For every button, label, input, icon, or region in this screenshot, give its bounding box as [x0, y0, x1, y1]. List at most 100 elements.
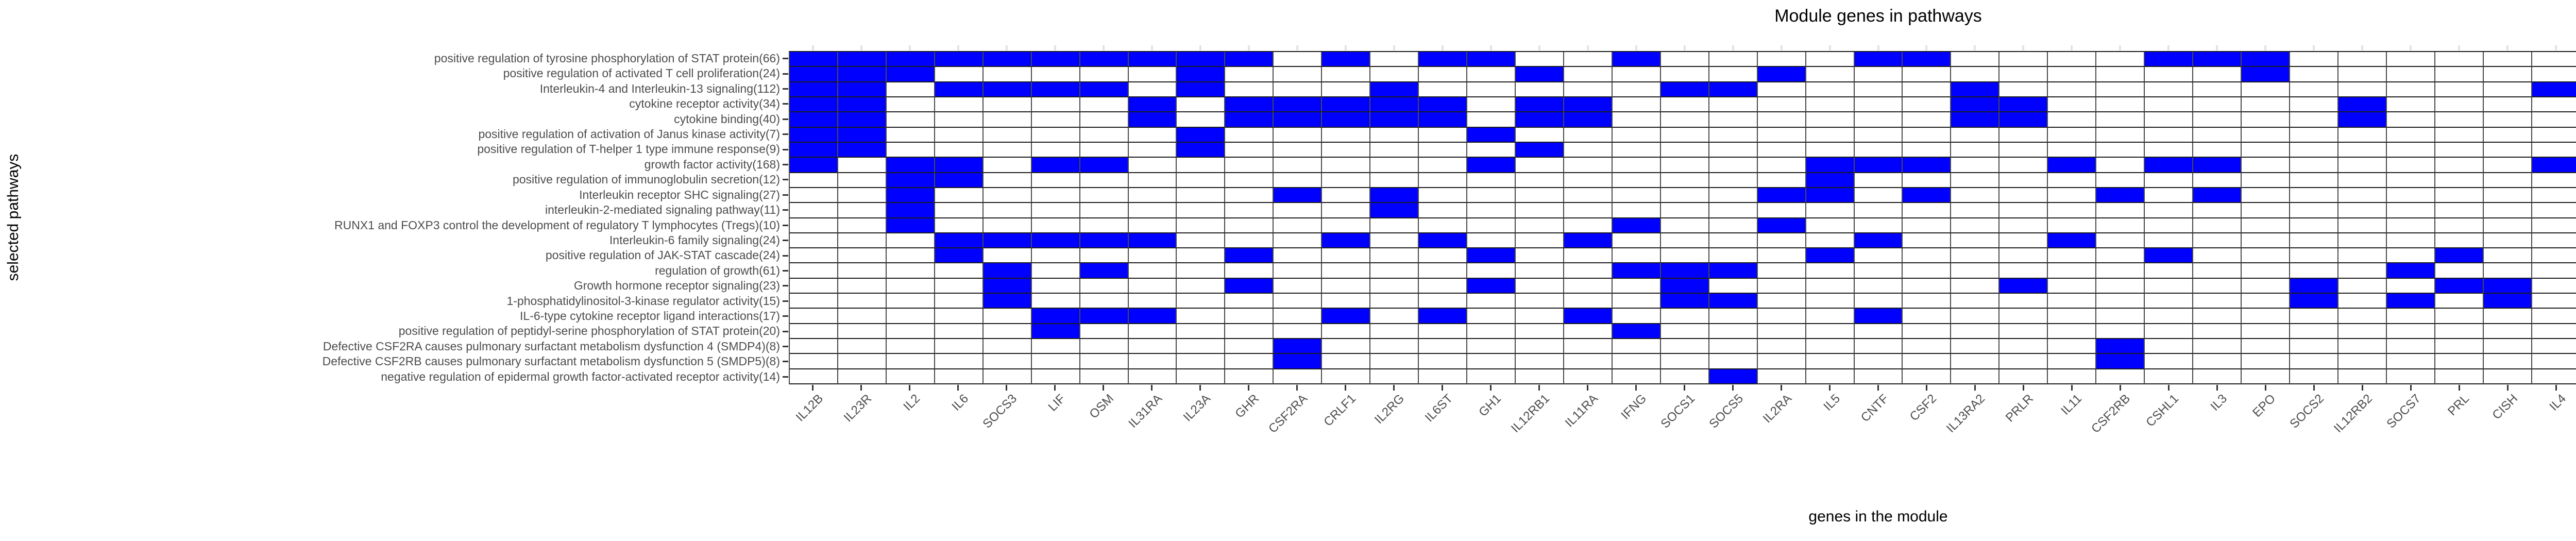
- heatmap-cell: [2532, 339, 2576, 354]
- heatmap-cell: [1564, 158, 1613, 173]
- heatmap-cell: [2338, 67, 2387, 82]
- top-tick: [957, 45, 959, 50]
- heatmap-cell: [2483, 309, 2532, 324]
- x-tick: [1538, 385, 1540, 391]
- heatmap-cell: [1274, 142, 1323, 158]
- heatmap-cell: [1516, 309, 1564, 324]
- heatmap-cell: [1370, 309, 1419, 324]
- heatmap-cell: [2338, 112, 2387, 128]
- heatmap-cell: [1612, 158, 1661, 173]
- heatmap-cell: [1080, 339, 1129, 354]
- heatmap-cell: [935, 324, 984, 340]
- heatmap-cell: [1999, 309, 2048, 324]
- heatmap-cell: [2290, 339, 2338, 354]
- heatmap-cell: [1660, 218, 1709, 233]
- heatmap-cell: [935, 278, 984, 294]
- heatmap-cell: [2193, 354, 2242, 369]
- heatmap-cell: [1903, 173, 1952, 188]
- heatmap-cell: [1031, 203, 1080, 218]
- heatmap-cell: [2193, 67, 2242, 82]
- heatmap-cell: [2145, 158, 2194, 173]
- heatmap-cell: [2193, 97, 2242, 113]
- heatmap-cell: [1903, 278, 1952, 294]
- heatmap-cell: [2532, 354, 2576, 369]
- heatmap-cell: [1709, 278, 1758, 294]
- heatmap-cell: [1080, 67, 1129, 82]
- heatmap-cell: [2145, 278, 2194, 294]
- heatmap-cell: [1177, 127, 1226, 143]
- heatmap-cell: [1806, 263, 1855, 279]
- heatmap-cell: [1903, 158, 1952, 173]
- heatmap-cell: [1854, 173, 1903, 188]
- heatmap-cell: [1564, 142, 1613, 158]
- heatmap-cell: [1806, 52, 1855, 67]
- heatmap-cell: [1564, 52, 1613, 67]
- heatmap-cell: [2048, 339, 2097, 354]
- heatmap-cell: [2145, 173, 2194, 188]
- heatmap-cell: [2290, 52, 2338, 67]
- heatmap-cell: [1274, 203, 1323, 218]
- heatmap-cell: [1806, 67, 1855, 82]
- heatmap-cell: [2483, 158, 2532, 173]
- heatmap-cell: [1709, 173, 1758, 188]
- top-tick: [1877, 45, 1879, 50]
- heatmap-cell: [2532, 309, 2576, 324]
- heatmap-cell: [1419, 278, 1468, 294]
- top-tick: [1296, 45, 1298, 50]
- heatmap-cell: [1225, 112, 1274, 128]
- heatmap-cell: [1322, 52, 1371, 67]
- heatmap-cell: [1322, 67, 1371, 82]
- heatmap-cell: [1516, 233, 1564, 249]
- heatmap-cell: [1757, 52, 1806, 67]
- top-tick: [1005, 45, 1008, 50]
- heatmap-cell: [2290, 97, 2338, 113]
- heatmap-cell: [1177, 142, 1226, 158]
- heatmap-cell: [886, 52, 935, 67]
- x-tick: [1925, 385, 1927, 391]
- heatmap-cell: [1806, 82, 1855, 97]
- top-tick: [2313, 45, 2315, 50]
- heatmap-cell: [1177, 248, 1226, 264]
- heatmap-cell: [1080, 97, 1129, 113]
- top-tick: [1247, 45, 1250, 50]
- heatmap-cell: [983, 112, 1032, 128]
- heatmap-cell: [1031, 127, 1080, 143]
- heatmap-cell: [1612, 97, 1661, 113]
- heatmap-cell: [1757, 67, 1806, 82]
- heatmap-cell: [1128, 294, 1177, 309]
- heatmap-cell: [1709, 218, 1758, 233]
- heatmap-cell: [2435, 127, 2484, 143]
- heatmap-cell: [2386, 233, 2435, 249]
- heatmap-cell: [935, 67, 984, 82]
- heatmap-cell: [2145, 218, 2194, 233]
- heatmap-cell: [1467, 218, 1516, 233]
- heatmap-cell: [1516, 188, 1564, 204]
- heatmap-cell: [2290, 67, 2338, 82]
- heatmap-cell: [1951, 218, 2000, 233]
- chart-title: Module genes in pathways: [1774, 6, 1982, 26]
- heatmap-cell: [790, 278, 838, 294]
- heatmap-cell: [1564, 112, 1613, 128]
- heatmap-cell: [1564, 173, 1613, 188]
- heatmap-cell: [1660, 82, 1709, 97]
- heatmap-cell: [1031, 369, 1080, 384]
- heatmap-cell: [1322, 158, 1371, 173]
- x-tick: [1732, 385, 1734, 391]
- heatmap-cell: [1516, 112, 1564, 128]
- heatmap-cell: [2193, 248, 2242, 264]
- x-tick: [1296, 385, 1298, 391]
- y-tick: [783, 133, 788, 136]
- heatmap-cell: [1031, 158, 1080, 173]
- heatmap-cell: [1999, 173, 2048, 188]
- heatmap-cell: [838, 233, 887, 249]
- heatmap-cell: [1854, 248, 1903, 264]
- heatmap-cell: [2242, 278, 2290, 294]
- x-tick: [1006, 385, 1008, 391]
- y-tick: [783, 330, 788, 332]
- heatmap-cell: [1080, 263, 1129, 279]
- heatmap-cell: [2435, 324, 2484, 340]
- heatmap-cell: [983, 248, 1032, 264]
- heatmap-cell: [1806, 203, 1855, 218]
- heatmap-cell: [838, 354, 887, 369]
- heatmap-cell: [1516, 52, 1564, 67]
